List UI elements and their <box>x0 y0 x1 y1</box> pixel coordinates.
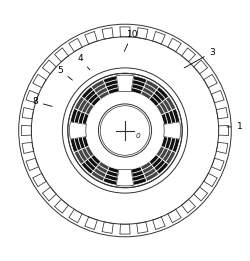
Wedge shape <box>164 122 180 139</box>
Wedge shape <box>70 137 89 152</box>
Wedge shape <box>140 80 159 99</box>
Wedge shape <box>74 146 94 164</box>
Wedge shape <box>70 122 86 139</box>
Wedge shape <box>149 155 169 174</box>
Wedge shape <box>103 76 119 94</box>
Wedge shape <box>131 167 147 185</box>
Wedge shape <box>161 137 180 152</box>
Circle shape <box>100 106 150 155</box>
Circle shape <box>19 24 231 237</box>
Text: 4: 4 <box>77 54 90 70</box>
Wedge shape <box>131 76 147 94</box>
Text: 10: 10 <box>124 29 138 51</box>
Wedge shape <box>156 97 176 115</box>
Text: 3: 3 <box>184 48 215 68</box>
Wedge shape <box>91 80 110 99</box>
Wedge shape <box>149 87 169 106</box>
Wedge shape <box>81 155 101 174</box>
Wedge shape <box>91 162 110 181</box>
Text: 1: 1 <box>227 122 242 131</box>
Wedge shape <box>140 162 159 181</box>
Wedge shape <box>161 109 180 124</box>
Circle shape <box>68 73 182 188</box>
Text: $o$: $o$ <box>135 131 141 140</box>
Wedge shape <box>81 87 101 106</box>
Circle shape <box>31 37 219 224</box>
Wedge shape <box>116 169 134 186</box>
Circle shape <box>62 68 188 193</box>
Wedge shape <box>103 167 119 185</box>
Text: 8: 8 <box>32 97 52 106</box>
Wedge shape <box>74 97 94 115</box>
Text: 5: 5 <box>57 66 72 80</box>
Wedge shape <box>116 75 134 92</box>
Wedge shape <box>70 109 89 124</box>
Circle shape <box>98 104 152 157</box>
Wedge shape <box>156 146 176 164</box>
